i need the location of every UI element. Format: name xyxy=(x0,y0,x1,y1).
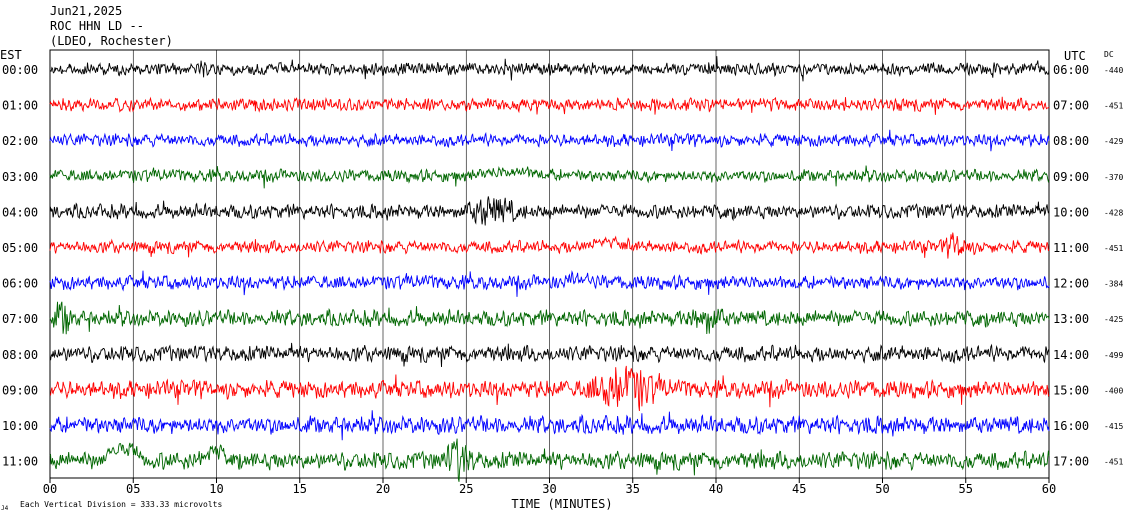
x-tick-label: 40 xyxy=(709,482,723,496)
dc-offset-label: -451 xyxy=(1104,458,1123,467)
x-tick-label: 50 xyxy=(875,482,889,496)
dc-offset-label: -499 xyxy=(1104,351,1123,360)
x-tick-label: 35 xyxy=(626,482,640,496)
dc-column-title: DC xyxy=(1104,50,1114,59)
x-tick-label: 15 xyxy=(293,482,307,496)
seismic-trace xyxy=(49,129,1050,152)
x-tick-label: 00 xyxy=(43,482,57,496)
utc-hour-label: 10:00 xyxy=(1053,205,1089,219)
utc-hour-label: 12:00 xyxy=(1053,277,1089,291)
est-hour-label: 07:00 xyxy=(2,312,38,326)
x-tick-label: 10 xyxy=(209,482,223,496)
seismic-trace xyxy=(49,270,1050,297)
seismic-trace xyxy=(49,196,1050,226)
dc-offset-label: -415 xyxy=(1104,422,1123,431)
est-hour-label: 11:00 xyxy=(2,455,38,469)
utc-hour-label: 15:00 xyxy=(1053,383,1089,397)
x-tick-label: 25 xyxy=(459,482,473,496)
x-tick-label: 60 xyxy=(1042,482,1056,496)
dc-offset-label: -428 xyxy=(1104,208,1123,217)
utc-hour-label: 16:00 xyxy=(1053,419,1089,433)
x-tick-label: 45 xyxy=(792,482,806,496)
seismic-trace xyxy=(49,232,1050,259)
utc-hour-label: 14:00 xyxy=(1053,348,1089,362)
utc-hour-label: 13:00 xyxy=(1053,312,1089,326)
helicorder-date: Jun21,2025 xyxy=(50,4,123,18)
dc-offset-label: -440 xyxy=(1104,66,1123,75)
est-hour-label: 08:00 xyxy=(2,348,38,362)
est-hour-label: 00:00 xyxy=(2,63,38,77)
dc-offset-label: -384 xyxy=(1104,280,1123,289)
seismic-trace xyxy=(49,410,1050,441)
seismic-trace xyxy=(49,165,1050,189)
x-axis-label: TIME (MINUTES) xyxy=(511,497,612,511)
utc-hour-label: 09:00 xyxy=(1053,170,1089,184)
est-hour-label: 03:00 xyxy=(2,170,38,184)
est-hour-label: 01:00 xyxy=(2,99,38,113)
dc-offset-label: -451 xyxy=(1104,102,1123,111)
est-hour-label: 02:00 xyxy=(2,134,38,148)
network-name: (LDEO, Rochester) xyxy=(50,34,173,48)
x-tick-label: 20 xyxy=(376,482,390,496)
seismic-trace xyxy=(49,96,1050,115)
seismic-trace xyxy=(49,438,1050,482)
x-tick-label: 55 xyxy=(959,482,973,496)
station-code: ROC HHN LD -- xyxy=(50,19,144,33)
est-hour-label: 05:00 xyxy=(2,241,38,255)
utc-axis-title: UTC xyxy=(1064,49,1086,63)
est-axis-title: EST xyxy=(0,48,22,62)
dc-offset-label: -400 xyxy=(1104,386,1123,395)
x-tick-label: 05 xyxy=(126,482,140,496)
utc-hour-label: 11:00 xyxy=(1053,241,1089,255)
utc-hour-label: 06:00 xyxy=(1053,63,1089,77)
scale-note: Each Vertical Division = 333.33 microvol… xyxy=(20,500,222,509)
est-hour-label: 06:00 xyxy=(2,277,38,291)
dc-offset-label: -451 xyxy=(1104,244,1123,253)
x-tick-label: 30 xyxy=(542,482,556,496)
corner-mark: J4 xyxy=(1,505,9,512)
utc-hour-label: 17:00 xyxy=(1053,455,1089,469)
seismic-trace xyxy=(49,342,1050,368)
seismic-trace xyxy=(49,301,1050,335)
utc-hour-label: 07:00 xyxy=(1053,99,1089,113)
dc-offset-label: -429 xyxy=(1104,137,1123,146)
seismic-trace xyxy=(49,56,1050,82)
utc-hour-label: 08:00 xyxy=(1053,134,1089,148)
dc-offset-label: -425 xyxy=(1104,315,1123,324)
est-hour-label: 04:00 xyxy=(2,205,38,219)
dc-offset-label: -370 xyxy=(1104,173,1123,182)
est-hour-label: 10:00 xyxy=(2,419,38,433)
est-hour-label: 09:00 xyxy=(2,383,38,397)
seismic-trace xyxy=(49,365,1050,412)
